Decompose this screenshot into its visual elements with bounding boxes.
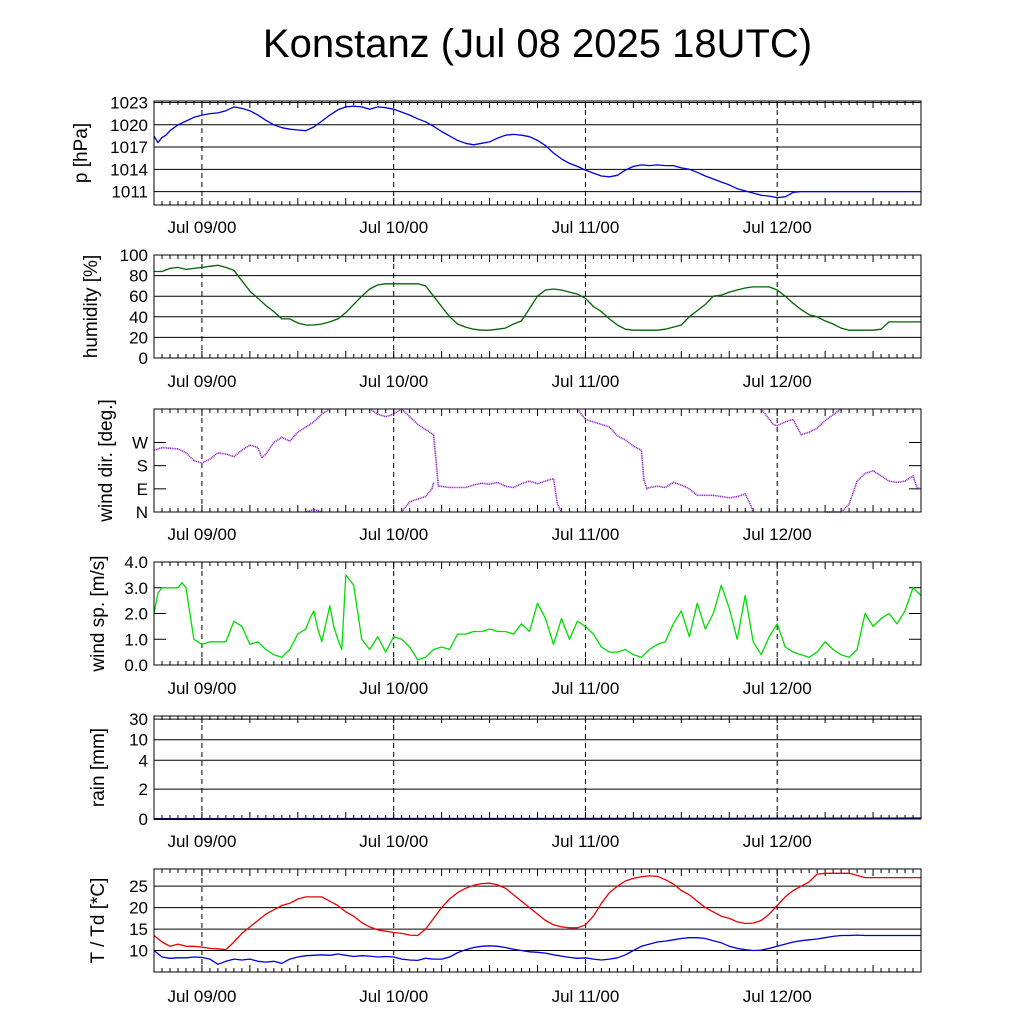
x-tick-label: Jul 12/00 xyxy=(743,525,812,544)
y-tick-label: 20 xyxy=(129,899,148,918)
y-tick-label: 1014 xyxy=(110,160,148,179)
x-tick-label: Jul 10/00 xyxy=(359,372,428,391)
y-tick-label: 0 xyxy=(139,810,148,829)
chart-title: Konstanz (Jul 08 2025 18UTC) xyxy=(262,22,813,66)
panel-background xyxy=(154,101,921,205)
series-line-0 xyxy=(154,264,921,331)
x-tick-label: Jul 09/00 xyxy=(167,987,236,1006)
panel-background xyxy=(154,255,921,358)
y-tick-label: 4 xyxy=(139,751,148,770)
panel-frame xyxy=(153,408,922,513)
x-tick-label: Jul 11/00 xyxy=(552,679,620,698)
panel-frame xyxy=(153,254,922,359)
y-tick-label: 80 xyxy=(129,267,148,286)
x-tick-label: Jul 10/00 xyxy=(359,218,428,237)
y-axis-label: rain [mm] xyxy=(88,728,109,807)
y-tick-label: 4.0 xyxy=(124,553,148,572)
y-tick-label: W xyxy=(132,433,148,452)
y-tick-label: 10 xyxy=(129,942,148,961)
y-tick-label: 100 xyxy=(120,246,148,265)
series-line-0 xyxy=(153,574,922,661)
y-tick-label: 30 xyxy=(129,710,148,729)
x-tick-label: Jul 11/00 xyxy=(552,525,620,544)
y-tick-label: 0 xyxy=(139,349,148,368)
x-tick-label: Jul 09/00 xyxy=(167,832,236,851)
y-tick-label: 10 xyxy=(129,731,148,750)
x-tick-label: Jul 12/00 xyxy=(743,832,812,851)
y-axis-label: wind dir. [deg.] xyxy=(96,399,117,523)
x-tick-label: Jul 09/00 xyxy=(167,679,236,698)
wind-direction-trace xyxy=(369,407,563,513)
y-tick-label: 0.0 xyxy=(124,656,148,675)
panel-frame xyxy=(153,868,922,973)
series-line-0 xyxy=(153,872,921,951)
wind-direction-trace xyxy=(305,508,323,513)
y-tick-label: 3.0 xyxy=(124,579,148,598)
x-tick-label: Jul 11/00 xyxy=(552,218,620,237)
panel-background xyxy=(154,716,921,819)
x-tick-label: Jul 12/00 xyxy=(743,218,812,237)
x-tick-label: Jul 12/00 xyxy=(743,987,812,1006)
panel-background xyxy=(154,869,921,972)
series-line-1 xyxy=(153,934,921,965)
y-tick-label: 25 xyxy=(129,877,148,896)
panel-background xyxy=(154,562,921,665)
y-tick-label: 1011 xyxy=(111,183,148,202)
wind-direction-trace xyxy=(576,408,754,513)
x-tick-label: Jul 09/00 xyxy=(167,218,236,237)
x-tick-label: Jul 09/00 xyxy=(167,372,236,391)
y-tick-label: 15 xyxy=(129,920,148,939)
x-tick-label: Jul 10/00 xyxy=(359,987,428,1006)
x-tick-label: Jul 11/00 xyxy=(552,372,620,391)
y-tick-label: 20 xyxy=(129,328,148,347)
panel-background xyxy=(154,409,921,512)
y-tick-label: 1023 xyxy=(110,93,148,112)
y-tick-label: 1020 xyxy=(110,116,148,135)
x-tick-label: Jul 11/00 xyxy=(552,832,620,851)
y-tick-label: 2 xyxy=(139,780,148,799)
y-tick-label: 60 xyxy=(129,287,148,306)
x-tick-label: Jul 10/00 xyxy=(359,679,428,698)
wind-direction-trace xyxy=(153,408,331,464)
y-tick-label: S xyxy=(137,457,148,476)
y-tick-label: 1.0 xyxy=(124,630,148,649)
y-tick-label: E xyxy=(137,480,148,499)
y-tick-label: 2.0 xyxy=(124,605,148,624)
panel-frame xyxy=(153,715,922,820)
panel-frame xyxy=(153,561,922,666)
wind-direction-trace xyxy=(401,482,435,513)
y-axis-label: wind sp. [m/s] xyxy=(88,555,109,672)
panel-frame xyxy=(153,100,922,206)
x-tick-label: Jul 10/00 xyxy=(359,525,428,544)
x-tick-label: Jul 10/00 xyxy=(359,832,428,851)
x-tick-label: Jul 09/00 xyxy=(167,525,236,544)
y-tick-label: 40 xyxy=(129,308,148,327)
x-tick-label: Jul 11/00 xyxy=(552,987,620,1006)
y-axis-label: T / Td [*C] xyxy=(88,878,109,964)
series-line-0 xyxy=(153,105,921,199)
wind-direction-trace xyxy=(825,469,922,513)
x-tick-label: Jul 12/00 xyxy=(743,372,812,391)
x-tick-label: Jul 12/00 xyxy=(743,679,812,698)
y-axis-label: p [hPa] xyxy=(71,123,92,183)
y-tick-label: N xyxy=(136,503,148,522)
y-tick-label: 1017 xyxy=(110,138,148,157)
wind-direction-trace xyxy=(760,408,842,436)
y-axis-label: humidity [%] xyxy=(81,255,102,358)
